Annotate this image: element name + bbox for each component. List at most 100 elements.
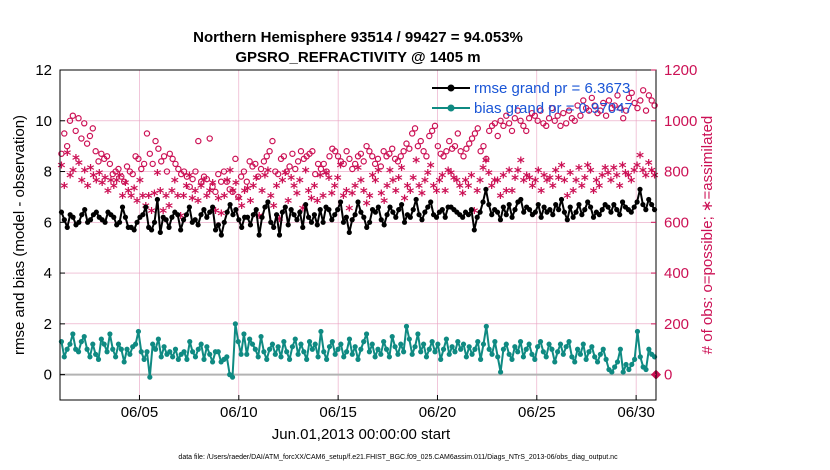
obs-possible-point <box>283 168 290 175</box>
obs-possible-point <box>235 193 242 201</box>
obs-assimilated-point: * <box>151 186 159 204</box>
rmse-point <box>262 204 268 210</box>
rmse-point <box>265 199 271 205</box>
bias-point <box>475 339 481 345</box>
rmse-point <box>425 204 431 210</box>
bias-point <box>335 346 341 352</box>
bias-point <box>446 351 452 357</box>
left-y-axis: 0 2 4 6 8 10 12 <box>35 62 65 384</box>
obs-assimilated-point: * <box>209 176 217 194</box>
obs-possible-point <box>483 155 490 163</box>
bias-point <box>389 333 395 340</box>
obs-possible-point <box>497 117 504 124</box>
right-y-axis-label: # of obs: o=possible; ∗=assimilated <box>699 116 716 355</box>
rmse-point <box>556 207 562 213</box>
bias-point <box>589 344 595 350</box>
bias-point <box>144 349 150 355</box>
bias-point <box>158 354 164 360</box>
obs-assimilated-point: * <box>467 169 475 187</box>
rmse-point <box>218 232 224 238</box>
bias-point <box>201 356 207 362</box>
obs-possible-point <box>146 150 154 157</box>
bias-point <box>127 351 133 357</box>
obs-possible-point <box>417 137 424 145</box>
obs-possible-point <box>577 112 584 119</box>
obs-assimilated-point: * <box>293 186 301 204</box>
bias-point <box>81 333 87 340</box>
bias-point <box>295 351 301 357</box>
tick-label-right: 1000 <box>664 113 697 130</box>
rmse-point <box>442 214 448 220</box>
obs-possible-point <box>252 160 259 168</box>
rmse-point <box>611 201 617 208</box>
bias-point <box>118 346 124 352</box>
bias-point <box>560 351 566 357</box>
obs-assimilated-point: * <box>598 169 606 187</box>
rmse-point <box>288 207 294 213</box>
obs-assimilated-point: * <box>116 169 124 187</box>
obs-assimilated-point: * <box>246 194 254 212</box>
bias-point <box>70 331 76 337</box>
obs-assimilated-point: * <box>107 174 115 192</box>
rmse-point <box>61 217 67 223</box>
obs-assimilated-point: * <box>520 174 528 192</box>
bias-point <box>543 354 549 360</box>
obs-assimilated-point: * <box>322 166 330 184</box>
obs-assimilated-point: * <box>447 166 455 184</box>
rmse-point <box>119 204 126 210</box>
obs-possible-point <box>431 122 439 130</box>
obs-possible-point <box>466 140 473 147</box>
obs-assimilated-point: * <box>406 184 414 202</box>
bias-point <box>577 351 584 357</box>
obs-possible-point <box>243 178 250 185</box>
obs-possible-point <box>389 145 396 152</box>
obs-assimilated-point: * <box>229 184 237 202</box>
bias-point <box>269 341 276 347</box>
bias-point <box>375 346 381 352</box>
bias-point <box>261 349 267 355</box>
rmse-point <box>558 196 565 203</box>
bias-point <box>620 369 626 375</box>
bias-point <box>626 366 632 373</box>
rmse-point <box>285 222 291 228</box>
bias-point <box>629 361 635 368</box>
tick-label-left: 12 <box>35 62 52 79</box>
rmse-point <box>512 207 518 213</box>
obs-possible-point <box>440 153 447 160</box>
rmse-point <box>239 224 245 230</box>
obs-assimilated-point: * <box>223 174 231 192</box>
bias-point <box>469 351 475 357</box>
obs-possible-point <box>463 145 470 152</box>
obs-possible-point <box>411 125 419 132</box>
obs-possible-point <box>254 173 262 180</box>
bias-point <box>258 333 264 340</box>
obs-possible-point <box>560 109 567 117</box>
bias-point <box>460 341 467 347</box>
obs-assimilated-point: * <box>430 179 438 197</box>
obs-possible-point <box>323 168 330 175</box>
obs-possible-point <box>620 115 627 122</box>
rmse-point <box>282 204 288 210</box>
obs-possible-point <box>286 163 293 170</box>
bias-point <box>107 331 113 337</box>
obs-possible-point <box>363 142 370 150</box>
obs-possible-point <box>631 99 638 107</box>
bias-point <box>449 344 455 350</box>
obs-assimilated-point: * <box>511 171 519 189</box>
rmse-point <box>643 207 649 213</box>
rmse-point <box>329 217 335 223</box>
rmse-point <box>93 209 99 215</box>
bias-point <box>95 356 102 362</box>
bias-point <box>349 351 355 357</box>
obs-assimilated-point: * <box>587 164 595 182</box>
obs-possible-point <box>500 122 507 130</box>
tick-label-right: 800 <box>664 164 689 181</box>
obs-possible-point <box>428 127 436 135</box>
obs-assimilated-point: * <box>156 184 164 202</box>
bias-point <box>512 344 518 350</box>
tick-label-right: 200 <box>664 316 689 333</box>
obs-assimilated-point: * <box>78 174 86 192</box>
obs-assimilated-point: * <box>81 164 89 182</box>
obs-assimilated-point: * <box>499 169 507 187</box>
obs-assimilated-point: * <box>296 174 304 192</box>
